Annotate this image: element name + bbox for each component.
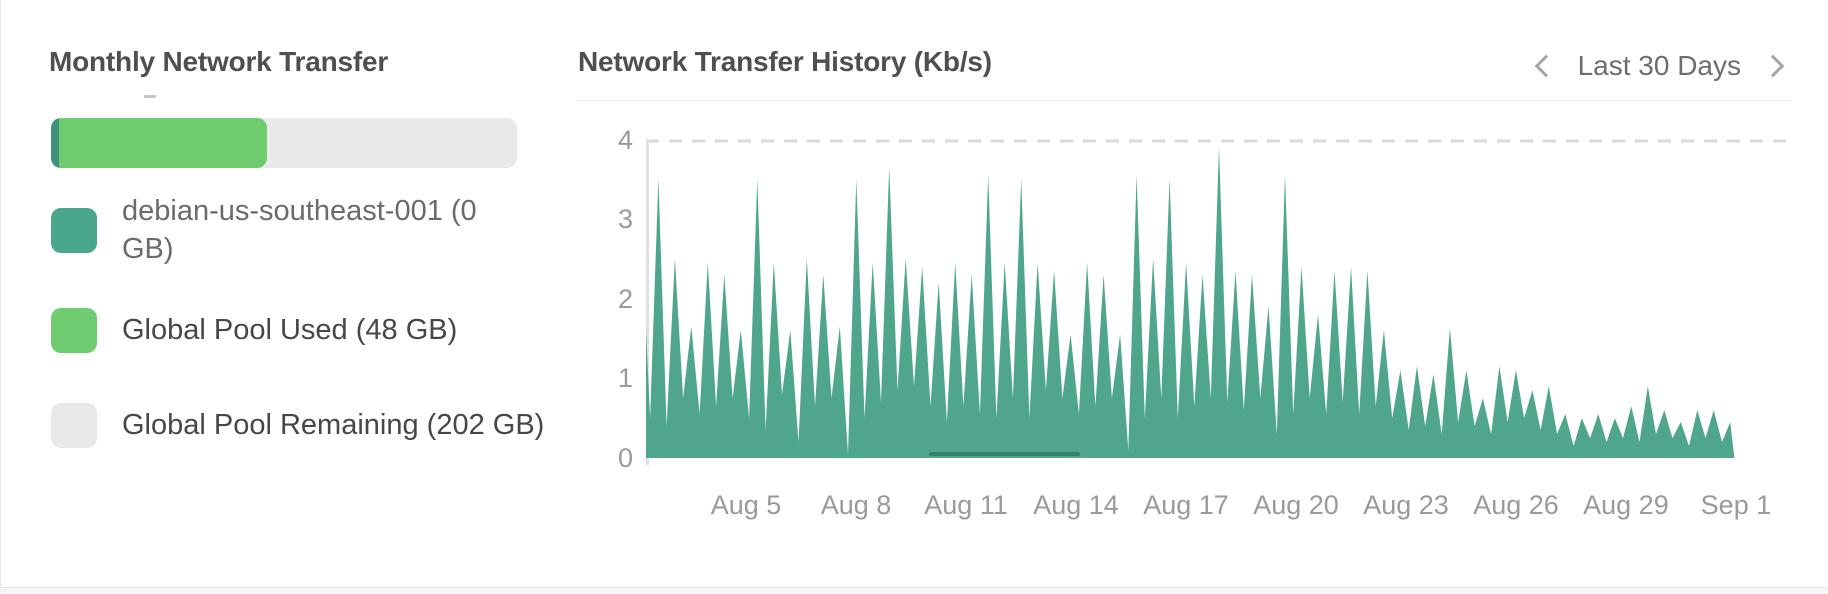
x-tick-label: Aug 14 (1033, 490, 1119, 520)
y-tick-label: 2 (617, 284, 633, 314)
legend-label-pool-used: Global Pool Used (48 GB) (122, 314, 458, 346)
y-tick-label: 4 (617, 125, 633, 155)
x-tick-label: Aug 23 (1363, 490, 1449, 520)
x-tick-label: Aug 26 (1473, 490, 1559, 520)
header-divider (578, 100, 1791, 101)
y-tick-label: 0 (617, 443, 633, 473)
chevron-right-icon (1761, 54, 1785, 78)
date-range-nav: Last 30 Days (1530, 48, 1789, 84)
monthly-transfer-usage-bar (51, 118, 517, 168)
date-range-label: Last 30 Days (1577, 50, 1741, 81)
legend-item-server: debian-us-southeast-001 (0 GB) (51, 186, 522, 274)
usage-bar-used-segment (59, 118, 267, 168)
prev-period-button[interactable] (1530, 53, 1557, 79)
transfer-history-title: Network Transfer History (Kb/s) (578, 46, 992, 77)
x-tick-label: Aug 20 (1253, 490, 1339, 520)
title-underline-dash (144, 95, 156, 98)
next-period-button[interactable] (1761, 53, 1789, 79)
x-tick-label: Aug 5 (710, 490, 782, 520)
chevron-left-icon (1534, 54, 1557, 78)
x-tick-label: Sep 1 (1700, 490, 1772, 520)
y-tick-label: 1 (617, 363, 633, 393)
transfer-history-chart (646, 139, 1786, 465)
x-tick-label: Aug 29 (1583, 490, 1669, 520)
x-tick-label: Aug 11 (924, 490, 1008, 520)
x-tick-label: Aug 8 (820, 490, 892, 520)
pool-remaining-color-swatch (51, 402, 97, 448)
transfer-area-series (646, 147, 1735, 458)
server-color-swatch (51, 207, 97, 253)
legend-item-pool-remaining: Global Pool Remaining (202 GB) (51, 395, 544, 455)
pool-used-color-swatch (51, 307, 97, 353)
legend-label-server: debian-us-southeast-001 (0 GB) (122, 195, 477, 265)
usage-bar-server-segment (51, 118, 60, 168)
x-tick-label: Aug 17 (1143, 490, 1229, 520)
legend-label-pool-remaining: Global Pool Remaining (202 GB) (122, 409, 545, 441)
y-tick-label: 3 (617, 204, 633, 234)
monthly-transfer-title: Monthly Network Transfer (49, 46, 389, 77)
legend-item-pool-used: Global Pool Used (48 GB) (51, 300, 457, 360)
